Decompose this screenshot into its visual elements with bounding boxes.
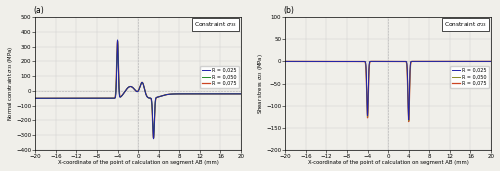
R = 0,050: [238, 93, 244, 95]
R = 0,075: [356, 60, 362, 62]
R = 0,025: [488, 60, 494, 62]
R = 0,025: [114, 39, 120, 41]
R = 0,075: [42, 97, 48, 99]
R = 0,025: [154, 96, 160, 98]
R = 0,075: [106, 97, 112, 99]
R = 0,050: [163, 94, 169, 96]
Y-axis label: Normal constraint $\sigma_{33}$ (MPa): Normal constraint $\sigma_{33}$ (MPa): [6, 46, 15, 121]
R = 0,075: [32, 97, 38, 99]
R = 0,025: [435, 60, 441, 62]
Line: R = 0,050: R = 0,050: [35, 41, 241, 138]
Text: (a): (a): [33, 5, 44, 15]
R = 0,025: [356, 60, 362, 62]
Legend: R = 0,025, R = 0,050, R = 0,075: R = 0,025, R = 0,050, R = 0,075: [450, 66, 488, 88]
R = 0,025: [238, 93, 244, 95]
R = 0,025: [185, 93, 191, 95]
R = 0,025: [32, 97, 38, 99]
R = 0,025: [106, 97, 112, 99]
R = 0,050: [106, 97, 112, 99]
R = 0,050: [356, 60, 362, 62]
R = 0,050: [42, 97, 48, 99]
Line: R = 0,025: R = 0,025: [285, 61, 491, 120]
Text: Constraint $\sigma_{33}$: Constraint $\sigma_{33}$: [194, 20, 237, 29]
R = 0,075: [185, 93, 191, 95]
R = 0,025: [163, 94, 169, 96]
Line: R = 0,050: R = 0,050: [285, 61, 491, 121]
R = 0,075: [435, 60, 441, 62]
R = 0,025: [446, 60, 452, 62]
Text: (b): (b): [283, 5, 294, 15]
R = 0,075: [488, 60, 494, 62]
R = 0,050: [404, 65, 410, 67]
X-axis label: X-coordinate of the point of calculation on segment AB (mm): X-coordinate of the point of calculation…: [58, 160, 218, 166]
R = 0,075: [238, 93, 244, 95]
R = 0,025: [150, 138, 156, 140]
R = 0,075: [196, 93, 202, 95]
R = 0,075: [413, 60, 419, 62]
R = 0,050: [282, 60, 288, 62]
R = 0,075: [282, 60, 288, 62]
R = 0,025: [406, 119, 411, 121]
R = 0,025: [282, 60, 288, 62]
R = 0,050: [150, 137, 156, 139]
R = 0,050: [154, 96, 160, 98]
R = 0,025: [413, 60, 419, 62]
R = 0,050: [32, 97, 38, 99]
R = 0,075: [114, 40, 120, 42]
Text: Constraint $\sigma_{23}$: Constraint $\sigma_{23}$: [444, 20, 487, 29]
R = 0,075: [404, 67, 410, 69]
R = 0,075: [154, 96, 160, 98]
R = 0,075: [150, 137, 156, 139]
Line: R = 0,025: R = 0,025: [35, 40, 241, 139]
R = 0,050: [435, 60, 441, 62]
R = 0,050: [114, 40, 120, 42]
R = 0,075: [406, 121, 411, 123]
R = 0,050: [292, 60, 298, 62]
R = 0,050: [413, 60, 419, 62]
Line: R = 0,075: R = 0,075: [35, 41, 241, 138]
X-axis label: X-coordinate of the point of calculation on segment AB (mm): X-coordinate of the point of calculation…: [308, 160, 468, 166]
Line: R = 0,075: R = 0,075: [285, 61, 491, 122]
R = 0,075: [446, 60, 452, 62]
R = 0,075: [292, 60, 298, 62]
Legend: R = 0,025, R = 0,050, R = 0,075: R = 0,025, R = 0,050, R = 0,075: [200, 66, 238, 88]
R = 0,050: [406, 120, 411, 122]
R = 0,050: [185, 93, 191, 95]
R = 0,025: [196, 93, 202, 95]
R = 0,075: [163, 94, 169, 96]
R = 0,025: [292, 60, 298, 62]
R = 0,025: [404, 63, 410, 65]
R = 0,050: [488, 60, 494, 62]
R = 0,050: [196, 93, 202, 95]
R = 0,050: [446, 60, 452, 62]
Y-axis label: Shear stress $\sigma_{23}$ (MPa): Shear stress $\sigma_{23}$ (MPa): [256, 53, 264, 114]
R = 0,025: [42, 97, 48, 99]
